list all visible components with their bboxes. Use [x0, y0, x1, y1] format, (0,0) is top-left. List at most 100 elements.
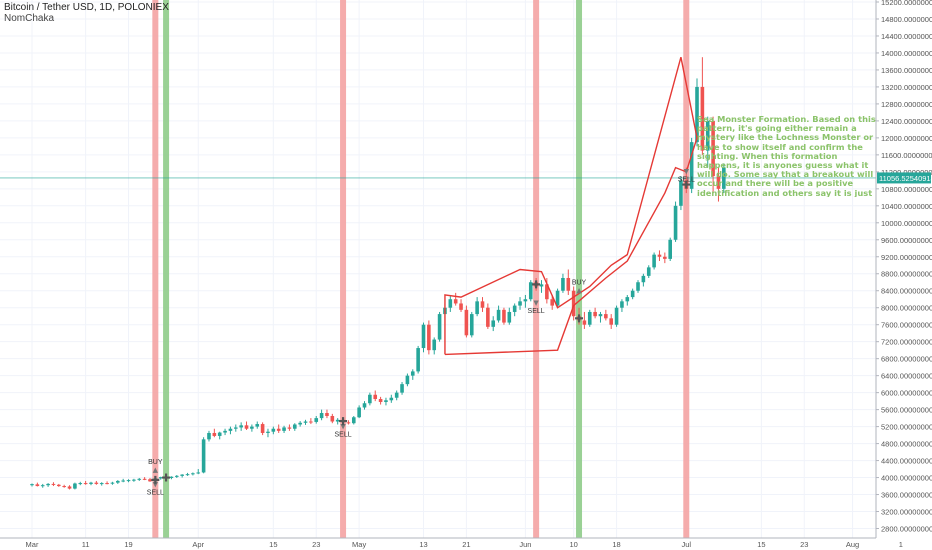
candle-body: [464, 309, 469, 336]
candle: [475, 297, 479, 317]
candle: [469, 311, 474, 338]
candle: [502, 307, 506, 325]
candle: [175, 475, 179, 478]
candle: [652, 252, 656, 270]
candle: [480, 297, 485, 312]
sell-signal: SELL▼: [528, 299, 545, 315]
y-tick-label: 2800.00000000: [881, 525, 932, 534]
x-tick-label: 23: [800, 540, 808, 549]
y-tick-label: 6400.00000000: [881, 372, 932, 381]
candle: [668, 237, 672, 262]
sell-signal-band: [683, 0, 690, 538]
candle-body: [641, 275, 646, 283]
candle-body: [46, 483, 50, 486]
candle: [260, 422, 265, 436]
candle: [105, 481, 109, 485]
candle-body: [217, 432, 222, 436]
candle-body: [410, 371, 415, 376]
candle-body: [319, 413, 324, 419]
y-tick-label: 4000.00000000: [881, 474, 932, 483]
candle-body: [196, 472, 201, 474]
candle: [614, 305, 619, 327]
y-tick-label: 15200.00000000: [881, 0, 932, 7]
candle-body: [550, 299, 555, 306]
candle: [99, 482, 104, 486]
candle: [137, 477, 142, 481]
candle-body: [571, 290, 576, 317]
annotation-text[interactable]: Sea Monster Formation. Based on this pat…: [697, 115, 876, 197]
candle-body: [191, 473, 195, 475]
y-tick-label: 14800.00000000: [881, 15, 932, 24]
candle: [378, 396, 383, 405]
candle-body: [239, 425, 243, 428]
candle: [158, 476, 163, 480]
y-tick-label: 4400.00000000: [881, 457, 932, 466]
x-tick-label: 15: [757, 540, 765, 549]
candle-body: [175, 475, 179, 477]
candle: [711, 116, 715, 194]
y-tick-label: 11200.00000000: [881, 168, 932, 177]
arrow-down-icon: ▼: [153, 481, 159, 489]
candle-body: [255, 424, 260, 427]
candle-body: [486, 307, 490, 327]
candle: [223, 428, 227, 436]
candle-body: [40, 485, 45, 487]
candle-body: [427, 324, 431, 351]
y-tick-label: 6000.00000000: [881, 389, 932, 398]
y-tick-label: 11600.00000000: [881, 151, 932, 160]
candle: [518, 297, 522, 310]
candle: [539, 280, 544, 293]
candle-body: [614, 307, 619, 325]
indicator-label[interactable]: NomChaka: [4, 13, 55, 24]
candle-body: [711, 120, 715, 177]
candle: [233, 424, 238, 432]
candle-body: [582, 320, 587, 325]
candle-body: [185, 474, 190, 476]
cross-marker-icon: [682, 180, 691, 189]
candle-body: [35, 484, 40, 487]
y-tick-label: 3600.00000000: [881, 491, 932, 500]
candle-body: [378, 399, 383, 402]
candle: [464, 305, 469, 338]
candle: [351, 415, 356, 425]
candle: [657, 250, 662, 262]
candle: [185, 472, 190, 476]
x-tick-label: Jul: [681, 540, 691, 549]
candle: [207, 430, 211, 442]
candle-body: [30, 484, 34, 486]
candle: [571, 286, 576, 321]
sell-signal: SELL▼: [147, 481, 164, 497]
candle-body: [716, 176, 721, 189]
candle-body: [158, 477, 163, 479]
candle: [496, 305, 501, 323]
candle-body: [325, 413, 329, 416]
candle-body: [566, 277, 571, 291]
candle-body: [228, 428, 233, 431]
candle-body: [496, 309, 501, 321]
x-tick-label: Apr: [192, 540, 204, 549]
candle-body: [528, 282, 533, 300]
candle: [400, 382, 404, 395]
candle-body: [609, 318, 614, 325]
candle: [180, 474, 184, 478]
candle-body: [587, 311, 592, 325]
candle-body: [475, 301, 479, 315]
candle: [314, 415, 319, 424]
candle: [121, 478, 125, 483]
y-axis: 15200.0000000014800.0000000014400.000000…: [875, 0, 932, 550]
candle-body: [83, 483, 88, 485]
candle: [276, 424, 281, 433]
candle: [689, 137, 694, 194]
y-tick-label: 10400.00000000: [881, 202, 932, 211]
x-tick-label: 11: [82, 540, 90, 549]
candle-body: [303, 421, 308, 423]
candle: [416, 345, 420, 374]
candle: [427, 320, 431, 355]
candle-body: [132, 479, 136, 481]
candle-body: [223, 430, 227, 433]
y-tick-label: 13200.00000000: [881, 83, 932, 92]
candle: [148, 477, 152, 482]
candle: [239, 422, 243, 431]
